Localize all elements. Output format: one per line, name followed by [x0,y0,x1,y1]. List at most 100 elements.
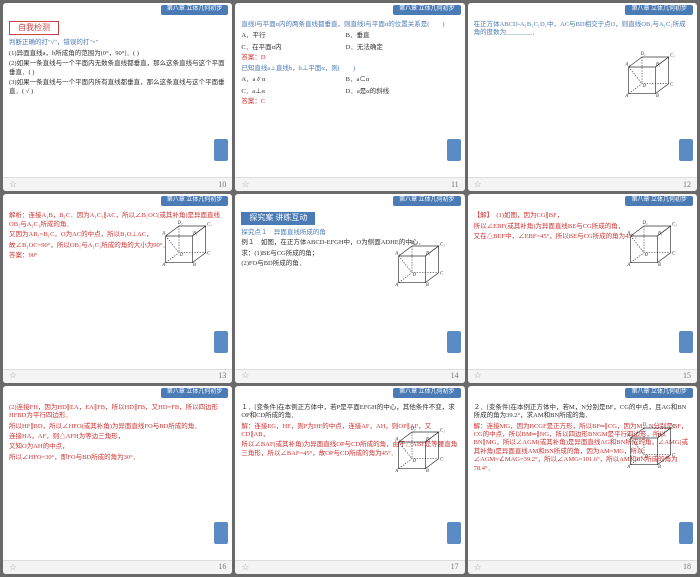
svg-text:D: D [411,273,416,278]
chapter-label: 第八章 立体几何初步 [393,196,461,206]
svg-text:C₁: C₁ [672,424,677,429]
svg-text:C₁: C₁ [207,223,212,228]
cube-diagram: ABCDA₁B₁C₁D₁ [154,216,224,276]
star-icon[interactable]: ☆ [474,179,482,191]
page-number: 13 [218,371,226,381]
slide-13: 第八章 立体几何初步解析：连接A₁B，B₁C．因为A₁C₁∥AC，所以∠B₁OC… [3,194,232,382]
svg-text:D: D [644,253,649,258]
svg-text:B: B [658,263,661,268]
slide-footer: ☆ 13 [3,369,232,383]
slide-footer: ☆ 15 [468,369,697,383]
options: A．a∥αB．a⊂αC．a⊥αD．a是α的斜线 [241,75,458,98]
slide-15: 第八章 立体几何初步【解】 (1)如图，因为CG∥BF，所以∠EBF(或其补角)… [468,194,697,382]
slide-header: 第八章 立体几何初步 [3,386,232,400]
svg-text:C: C [672,252,676,257]
svg-text:D₁: D₁ [642,423,648,428]
slide-footer: ☆ 12 [468,177,697,191]
text-line: (3)如果一条直线与一个平面内所有直线都垂直，那么这条直线与这个平面垂直．( √… [9,79,226,96]
slide-content: 自我检测判断正确的打"√"，错误的打"×"(1)异面直线a，b所成角的范围为(0… [3,17,232,177]
svg-text:B₁: B₁ [426,437,431,442]
svg-text:B₁: B₁ [193,232,198,237]
option: A．a∥α [241,76,345,84]
svg-text:C₁: C₁ [440,243,445,248]
cube-diagram: ABCDA₁B₁C₁D₁ [619,216,689,276]
star-icon[interactable]: ☆ [9,562,17,574]
nav-icon[interactable] [679,522,693,544]
slide-12: 第八章 立体几何初步在正方体ABCD-A₁B₁C₁D₁中，AC与BD相交于点O，… [468,3,697,191]
text-line: 所以HF∥BD，所以∠HFO(或其补角)为异面直线FO与BD所成的角． [9,423,226,431]
svg-text:C: C [670,83,674,88]
nav-icon[interactable] [447,139,461,161]
svg-text:D: D [644,455,649,460]
nav-icon[interactable] [214,139,228,161]
svg-text:A: A [394,283,398,288]
slide-footer: ☆14 [235,369,464,383]
slide-header: 第八章 立体几何初步 [235,194,464,208]
nav-icon[interactable] [447,522,461,544]
svg-text:D: D [642,84,647,89]
nav-icon[interactable] [214,522,228,544]
svg-text:B₁: B₁ [426,252,431,257]
svg-text:C₁: C₁ [670,53,675,58]
slide-16: 第八章 立体几何初步 (2)连接FH，因为HD∥EA，EA∥FB，所以HD∥FB，… [3,386,232,574]
star-icon[interactable]: ☆ [241,179,249,191]
slide-header: 第八章 立体几何初步 [468,386,697,400]
page-number: 15 [683,371,691,381]
page-number: 12 [683,180,691,190]
star-icon[interactable]: ☆ [9,179,17,191]
svg-text:A₁: A₁ [626,433,632,438]
chapter-label: 第八章 立体几何初步 [393,5,461,15]
star-icon[interactable]: ☆ [241,370,249,382]
svg-text:A₁: A₁ [162,232,168,237]
slide-header: 第八章 立体几何初步 [3,194,232,208]
cube-diagram: ABCDA₁B₁C₁D₁ [387,236,457,296]
svg-text:B: B [656,94,659,99]
nav-icon[interactable] [214,331,228,353]
slide-title: 自我检测 [9,21,59,35]
svg-text:A₁: A₁ [626,232,632,237]
svg-text:B: B [426,469,429,474]
option: A．平行 [241,32,345,40]
text-line: 已知直线a⊥直线b，b⊥平面α，则( ) [241,65,458,73]
svg-text:A: A [626,263,630,268]
slide-content: 【解】 (1)如图，因为CG∥BF，所以∠EBF(或其补角)为异面直线BE与CG… [468,208,697,368]
star-icon[interactable]: ☆ [241,562,249,574]
nav-icon[interactable] [447,331,461,353]
slide-content: (2)连接FH，因为HD∥EA，EA∥FB，所以HD∥FB，又HD=FB，所以四… [3,400,232,560]
slide-11: 第八章 立体几何初步直线l与平面α内的两条直线都垂直，则直线l与平面α的位置关系… [235,3,464,191]
text-line: (2)连接FH，因为HD∥EA，EA∥FB，所以HD∥FB，又HD=FB，所以四… [9,404,226,421]
nav-icon[interactable] [679,139,693,161]
page-number: 18 [683,562,691,572]
svg-text:B₁: B₁ [658,433,663,438]
options: A．平行B．垂直C．在平面α内D．无法确定 [241,31,458,54]
svg-text:B₁: B₁ [656,63,661,68]
svg-text:C: C [440,272,444,277]
nav-icon[interactable] [679,331,693,353]
slide-footer: ☆ 11 [235,177,464,191]
svg-text:C₁: C₁ [440,428,445,433]
text-line: １．[变条件]在本例正方体中，若P是平面EFGH的中心，其他条件不变，求OP和C… [241,404,458,421]
chapter-label: 第八章 立体几何初步 [625,196,693,206]
option: D．a是α的斜线 [346,88,450,96]
slide-footer: ☆17 [235,560,464,574]
svg-text:D₁: D₁ [642,221,648,226]
star-icon[interactable]: ☆ [474,370,482,382]
slide-content: 探究案 讲练互动探究点１ 异面直线所成的角例１ 如图，在正方体ABCD-EFGH… [235,208,464,368]
page-number: 11 [451,180,459,190]
option: C．a⊥α [241,88,345,96]
page-number: 10 [218,180,226,190]
chapter-label: 第八章 立体几何初步 [161,388,229,398]
cube-diagram: ABCDA₁B₁C₁D₁ [387,422,457,482]
text-line: 直线l与平面α内的两条直线都垂直，则直线l与平面α的位置关系是( ) [241,21,458,29]
slide-content: ２．[变条件]在本例正方体中，若M，N分别是BF，CG的中点，且AG和BN所成的… [468,400,697,560]
slide-footer: ☆ 10 [3,177,232,191]
slide-header: 第八章 立体几何初步 [235,3,464,17]
slide-17: 第八章 立体几何初步１．[变条件]在本例正方体中，若P是平面EFGH的中心，其他… [235,386,464,574]
chapter-label: 第八章 立体几何初步 [625,5,693,15]
svg-text:A: A [626,465,630,470]
star-icon[interactable]: ☆ [9,370,17,382]
option: B．a⊂α [346,76,450,84]
star-icon[interactable]: ☆ [474,562,482,574]
text-line: 又知O为AH的中点， [9,443,226,451]
svg-text:A₁: A₁ [394,252,400,257]
